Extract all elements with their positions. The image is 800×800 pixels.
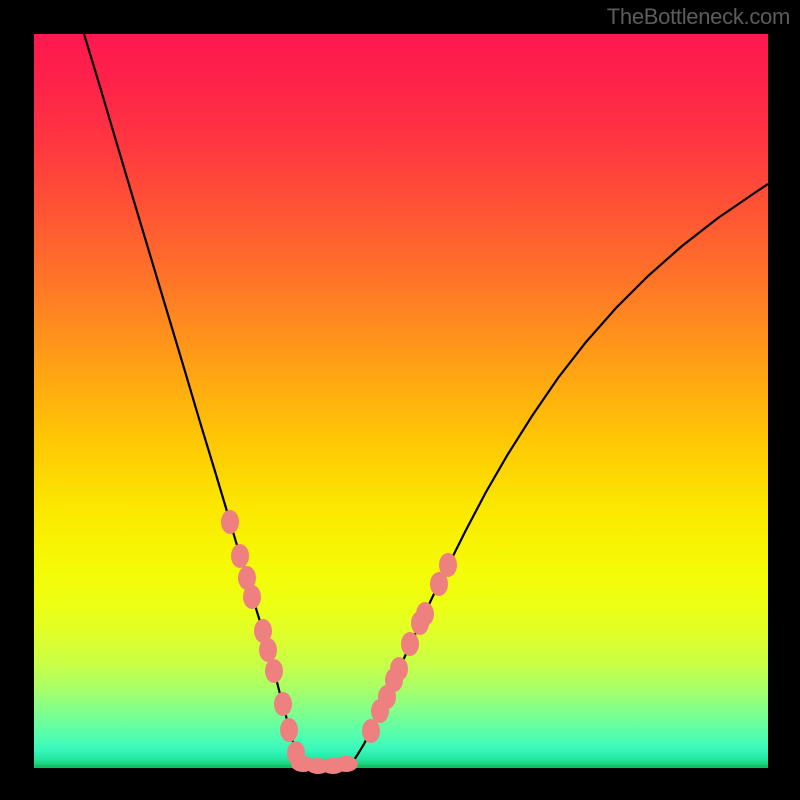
data-marker	[280, 718, 298, 742]
data-marker	[439, 553, 457, 577]
data-marker	[416, 602, 434, 626]
watermark-text: TheBottleneck.com	[607, 4, 790, 30]
data-marker	[259, 638, 277, 662]
data-marker	[390, 657, 408, 681]
data-marker	[265, 659, 283, 683]
data-marker	[274, 692, 292, 716]
baseline-band	[34, 765, 768, 768]
data-marker	[221, 510, 239, 534]
data-marker	[362, 719, 380, 743]
data-marker	[231, 544, 249, 568]
data-marker	[401, 632, 419, 656]
data-marker	[334, 756, 358, 772]
data-marker	[243, 585, 261, 609]
